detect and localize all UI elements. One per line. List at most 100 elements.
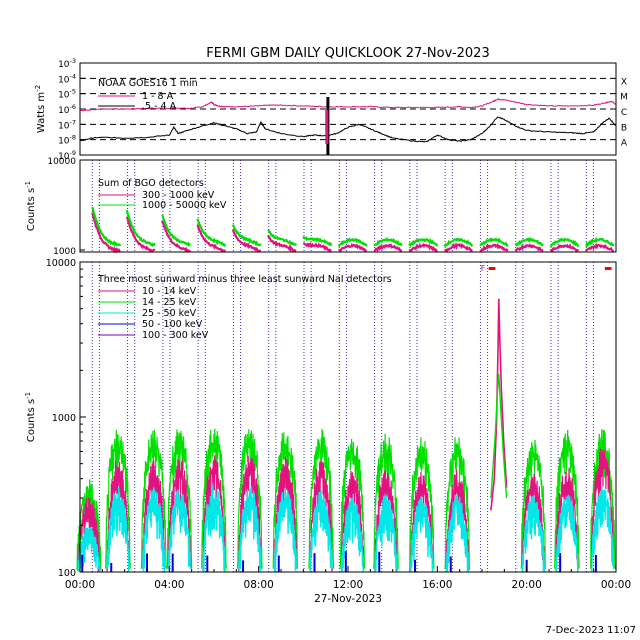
flare-class-label-A: A [621, 139, 628, 149]
nai-series-10-14-orbit [555, 467, 579, 572]
bgo-panel-frame [79, 159, 617, 253]
bgo-series-green-segment [514, 236, 544, 247]
bgo-y-tick-label: 10000 [47, 157, 76, 167]
nai-x-tick-label: 04:00 [154, 579, 184, 591]
nai-series-14-25-orbit [444, 437, 471, 571]
goes-legend-label-05-4: .5 - 4 A [142, 101, 177, 112]
nai-x-tick-label: 00:00 [65, 579, 95, 591]
flare-annotation-label: F [481, 264, 486, 273]
goes-legend-title: NOAA GOES16 1 min [98, 78, 198, 89]
nai-series-25-50-orbit [409, 496, 434, 572]
bgo-series-magenta-segment [91, 212, 121, 254]
nai-panel: 10000 1000 100 00:00 04:00 08:00 12:00 16:00 20… [24, 258, 631, 605]
nai-series-14-25-orbit [408, 437, 435, 572]
bgo-series-magenta-segment [408, 242, 438, 253]
nai-x-tick-label: 16:00 [422, 579, 452, 591]
nai-series-25-50-orbit [202, 484, 226, 572]
nai-y-tick-label: 100 [58, 568, 76, 579]
bgo-series-magenta-segment [584, 242, 614, 252]
nai-series-14-25-orbit [589, 429, 616, 570]
nai-series-14-25-orbit [554, 429, 580, 569]
bgo-series-green-segment [196, 218, 227, 247]
nai-series-10-14-orbit [273, 456, 298, 572]
nai-series-group [76, 298, 616, 572]
nai-series-10-14-orbit [374, 470, 398, 572]
nai-saa-red-bar [604, 267, 612, 270]
nai-series-25-50-orbit [340, 498, 365, 572]
nai-series-14-25-orbit [520, 439, 546, 570]
bgo-series-magenta-segment [549, 243, 580, 253]
bgo-legend-title: Sum of BGO detectors [98, 178, 204, 189]
nai-series-14-25-orbit [272, 432, 299, 570]
nai-series-10-14-flare [490, 298, 508, 511]
nai-series-14-25-orbit [339, 438, 366, 569]
nai-series-10-14-orbit [309, 461, 333, 572]
nai-panel-frame [79, 261, 617, 573]
bgo-series-magenta-segment [196, 224, 226, 252]
nai-series-25-50-orbit [167, 489, 192, 572]
nai-series-14-25-orbit [76, 479, 102, 572]
goes-panel-frame [79, 62, 617, 156]
nai-series-14-25-orbit [236, 429, 263, 569]
nai-series-10-14-orbit [340, 470, 365, 572]
bgo-series-green-segment [161, 214, 191, 248]
goes-y-axis-label: Watts m-2 [34, 85, 47, 133]
bgo-series-magenta-segment [514, 243, 544, 252]
nai-series-10-14-orbit [141, 459, 166, 572]
nai-series-14-25-orbit [201, 428, 227, 569]
bgo-series-magenta-segment [373, 243, 402, 252]
bgo-series-green-segment [267, 228, 297, 246]
nai-y-tick-label: 1000 [52, 413, 76, 424]
bgo-series-magenta-segment [479, 243, 509, 252]
flare-class-label-X: X [621, 77, 627, 87]
bgo-series-green-segment [443, 237, 474, 248]
nai-x-tick-label: 20:00 [512, 579, 542, 591]
bgo-series-magenta-segment [444, 242, 473, 252]
nai-series-14-25-orbit [140, 429, 167, 569]
nai-series-14-25-orbit [166, 429, 193, 569]
bgo-series-green-segment [337, 237, 368, 248]
nai-series-25-50-orbit [309, 490, 334, 572]
nai-x-tick-label: 00:00 [601, 579, 631, 591]
nai-series-25-50-orbit [237, 486, 262, 572]
nai-legend-label-14-25: 14 - 25 keV [142, 297, 197, 308]
flare-class-label-B: B [621, 123, 627, 133]
bgo-series-green-segment [585, 236, 615, 248]
bgo-y-axis-label: Counts s-1 [24, 181, 37, 231]
nai-series-10-14-orbit [167, 459, 192, 569]
x-axis-date-label: 27-Nov-2023 [314, 593, 382, 605]
nai-legend-label-25-50: 25 - 50 keV [142, 308, 197, 319]
bgo-series-green-segment [479, 237, 509, 248]
bgo-panel: 10000 1000 Sum of BGO detectors 300 - 100… [24, 157, 617, 257]
bgo-series-group [91, 206, 615, 254]
bgo-series-green-segment [302, 235, 333, 247]
nai-x-tick-label: 12:00 [333, 579, 363, 591]
goes-data-gap-bar [325, 110, 329, 144]
nai-series-25-50-orbit [521, 496, 546, 572]
nai-legend-label-50-100: 50 - 100 keV [142, 319, 203, 330]
nai-series-25-50-orbit [555, 494, 579, 572]
nai-series-10-14-orbit [409, 471, 434, 572]
nai-series-14-25-orbit [308, 428, 335, 569]
bgo-series-magenta-segment [267, 234, 297, 253]
nai-series-10-14-orbit [590, 448, 615, 569]
nai-series-14-25-orbit [373, 433, 399, 569]
bgo-series-magenta-segment [302, 241, 332, 253]
nai-series-25-50-orbit [445, 494, 470, 572]
bgo-series-green-segment [549, 237, 580, 248]
nai-series-10-14-orbit [521, 474, 546, 572]
flare-class-label-M: M [620, 93, 628, 103]
goes-series-group [79, 97, 617, 155]
bgo-legend: Sum of BGO detectors 300 - 1000 keV 1000… [98, 178, 227, 211]
bgo-series-magenta-segment [231, 228, 261, 252]
bgo-series-magenta-segment [337, 242, 367, 253]
nai-legend-label-100-300: 100 - 300 keV [142, 330, 209, 341]
goes-legend: NOAA GOES16 1 min 1 - 8 A .5 - 4 A [98, 78, 198, 112]
nai-y-axis-label: Counts s-1 [24, 392, 37, 442]
nai-legend-title: Three most sunward minus three least sun… [97, 274, 392, 285]
nai-series-10-14-orbit [445, 469, 470, 572]
figure-title: FERMI GBM DAILY QUICKLOOK 27-Nov-2023 [206, 46, 489, 61]
nai-series-25-50-orbit [141, 487, 166, 572]
